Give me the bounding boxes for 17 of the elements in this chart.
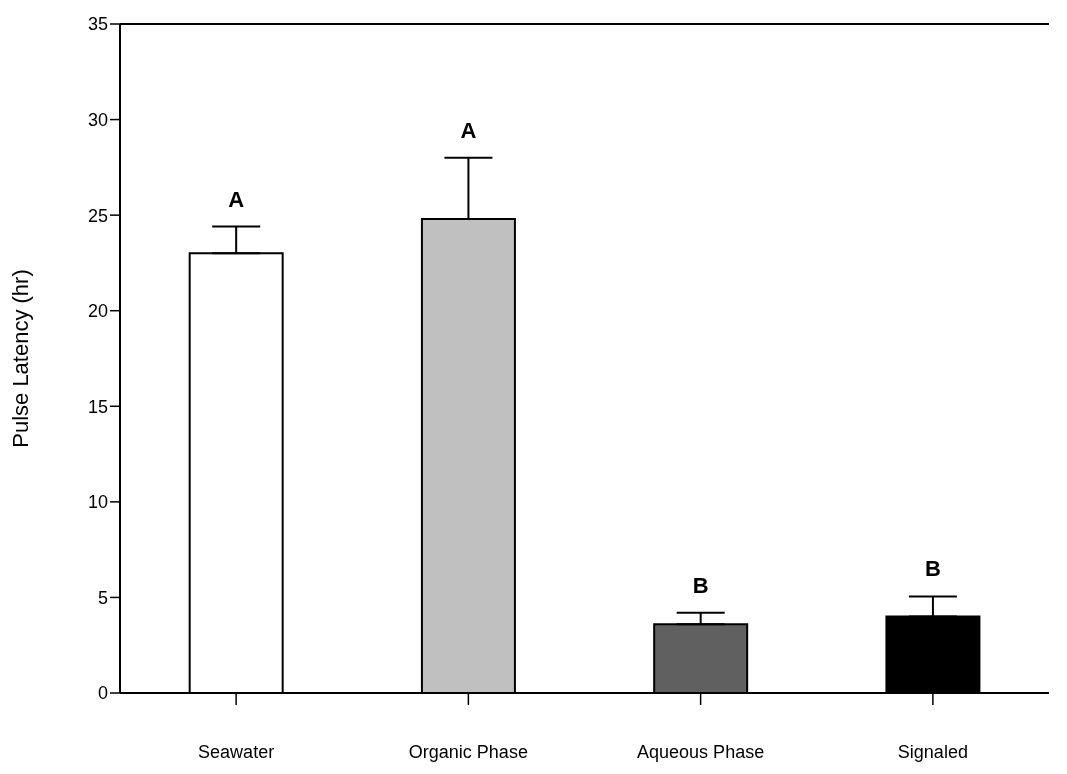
y-tick-label: 0 bbox=[97, 683, 108, 704]
y-tick-label: 25 bbox=[87, 205, 108, 226]
y-tick-label: 20 bbox=[87, 301, 108, 322]
y-tick-label: 35 bbox=[87, 14, 108, 35]
x-tick-label: Aqueous Phase bbox=[637, 741, 765, 762]
y-tick-label: 10 bbox=[87, 492, 108, 513]
y-tick-label: 5 bbox=[97, 587, 108, 608]
annotation: A bbox=[460, 117, 477, 143]
annotation: A bbox=[228, 186, 245, 212]
y-tick-label: 15 bbox=[87, 396, 108, 417]
x-tick-label: Signaled bbox=[897, 741, 968, 762]
y-tick-label: 30 bbox=[87, 109, 108, 130]
x-tick-label: Seawater bbox=[198, 741, 275, 762]
x-tick-label: Organic Phase bbox=[408, 741, 528, 762]
annotation: B bbox=[692, 572, 709, 598]
annotation: B bbox=[924, 556, 941, 582]
y-axis-title: Pulse Latency (hr) bbox=[7, 269, 33, 448]
